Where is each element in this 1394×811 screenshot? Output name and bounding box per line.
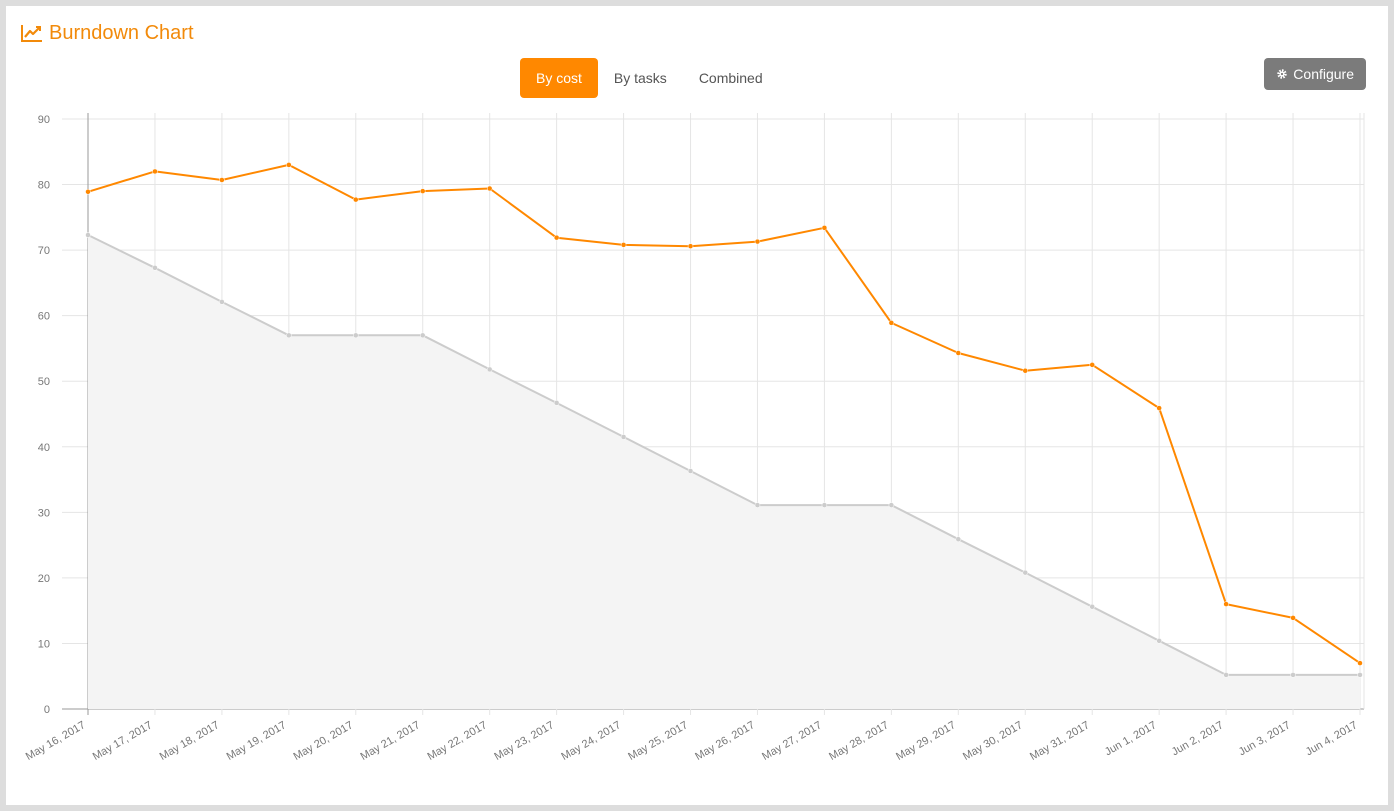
x-tick-label: Jun 3, 2017 [1237, 719, 1293, 758]
series-point-1[interactable] [353, 332, 359, 339]
x-tick-label: May 24, 2017 [559, 719, 623, 763]
series-point-0[interactable] [620, 242, 627, 248]
series-point-1[interactable] [1223, 672, 1229, 678]
x-tick-label: May 19, 2017 [225, 719, 289, 763]
tab-combined[interactable]: Combined [698, 70, 763, 86]
series-point-1[interactable] [888, 502, 895, 508]
series-point-1[interactable] [553, 400, 560, 406]
series-point-1[interactable] [754, 502, 761, 508]
page-title: Burndown Chart [20, 21, 194, 45]
y-tick-label: 90 [38, 114, 50, 126]
series-point-0[interactable] [1022, 367, 1029, 374]
x-tick-label: May 31, 2017 [1028, 719, 1092, 763]
x-tick-label: Jun 1, 2017 [1103, 719, 1159, 758]
series-point-1[interactable] [687, 468, 694, 474]
x-tick-label: May 30, 2017 [961, 719, 1025, 763]
y-tick-label: 20 [38, 573, 50, 585]
y-tick-label: 40 [38, 442, 50, 454]
series-point-1[interactable] [620, 434, 627, 440]
series-area-1 [88, 235, 1360, 709]
page-title-text: Burndown Chart [49, 22, 194, 44]
y-tick-label: 70 [38, 245, 50, 257]
series-point-1[interactable] [219, 299, 225, 305]
y-tick-label: 10 [38, 638, 50, 650]
x-tick-label: May 21, 2017 [359, 719, 423, 763]
series-point-0[interactable] [821, 225, 828, 231]
series-point-0[interactable] [754, 238, 761, 245]
series-point-1[interactable] [1089, 603, 1095, 610]
tab-by-cost[interactable]: By cost [520, 58, 598, 98]
series-point-0[interactable] [486, 185, 493, 192]
chart-areas [88, 235, 1360, 709]
series-point-1[interactable] [821, 502, 828, 508]
x-tick-label: May 18, 2017 [158, 719, 222, 763]
series-point-1[interactable] [286, 332, 292, 339]
series-point-0[interactable] [1290, 615, 1296, 621]
series-point-1[interactable] [1290, 672, 1296, 678]
tab-by-tasks[interactable]: By tasks [613, 70, 667, 86]
series-point-0[interactable] [419, 188, 426, 194]
x-tick-label: May 28, 2017 [827, 719, 891, 763]
x-tick-label: May 23, 2017 [492, 719, 556, 763]
x-tick-label: May 17, 2017 [91, 719, 155, 763]
series-point-0[interactable] [286, 162, 292, 168]
series-point-0[interactable] [152, 168, 158, 175]
series-point-1[interactable] [1022, 569, 1029, 576]
series-point-1[interactable] [486, 366, 493, 373]
chart-points [85, 162, 1363, 678]
series-point-0[interactable] [219, 177, 225, 183]
burndown-chart: 0 10 20 30 40 50 60 70 80 90 May 16, 2017 May 17, 2… [24, 113, 1365, 763]
y-tick-label: 60 [38, 311, 50, 323]
series-point-0[interactable] [85, 189, 91, 195]
x-tick-label: May 16, 2017 [24, 719, 88, 763]
series-point-1[interactable] [955, 536, 962, 542]
y-tick-label: 0 [44, 704, 50, 716]
x-tick-label: May 26, 2017 [693, 719, 757, 763]
series-line-1 [87, 234, 1360, 676]
y-tick-label: 80 [38, 180, 50, 192]
x-tick-label: May 25, 2017 [626, 719, 690, 763]
series-point-0[interactable] [553, 234, 560, 241]
series-point-1[interactable] [419, 332, 426, 339]
series-point-1[interactable] [85, 232, 91, 238]
series-point-1[interactable] [152, 265, 158, 271]
x-tick-label: Jun 2, 2017 [1170, 719, 1226, 758]
x-tick-label: May 27, 2017 [760, 719, 824, 763]
series-point-0[interactable] [1156, 405, 1162, 411]
chart-lines [87, 163, 1361, 676]
series-point-1[interactable] [1156, 638, 1162, 644]
series-point-0[interactable] [353, 196, 359, 203]
series-point-0[interactable] [1223, 601, 1229, 607]
line-chart-icon [21, 25, 42, 42]
x-tick-label: May 20, 2017 [292, 719, 356, 763]
series-point-0[interactable] [888, 320, 895, 326]
x-tick-label: May 29, 2017 [894, 719, 958, 763]
series-point-1[interactable] [1357, 672, 1363, 678]
series-point-0[interactable] [955, 350, 962, 356]
burndown-panel: Burndown Chart By cost By tasks Combined… [6, 6, 1388, 805]
y-tick-label: 30 [38, 507, 50, 519]
y-tick-label: 50 [38, 376, 50, 388]
gear-icon [1277, 69, 1287, 79]
series-point-0[interactable] [1089, 362, 1095, 368]
series-point-0[interactable] [687, 243, 694, 249]
series-line-0 [87, 163, 1361, 664]
configure-label: Configure [1293, 66, 1354, 82]
configure-button[interactable]: Configure [1264, 58, 1366, 90]
series-point-0[interactable] [1357, 660, 1363, 666]
chart-mode-tabs: By cost By tasks Combined [520, 58, 779, 98]
x-tick-label: Jun 4, 2017 [1304, 719, 1360, 758]
x-tick-label: May 22, 2017 [425, 719, 489, 763]
